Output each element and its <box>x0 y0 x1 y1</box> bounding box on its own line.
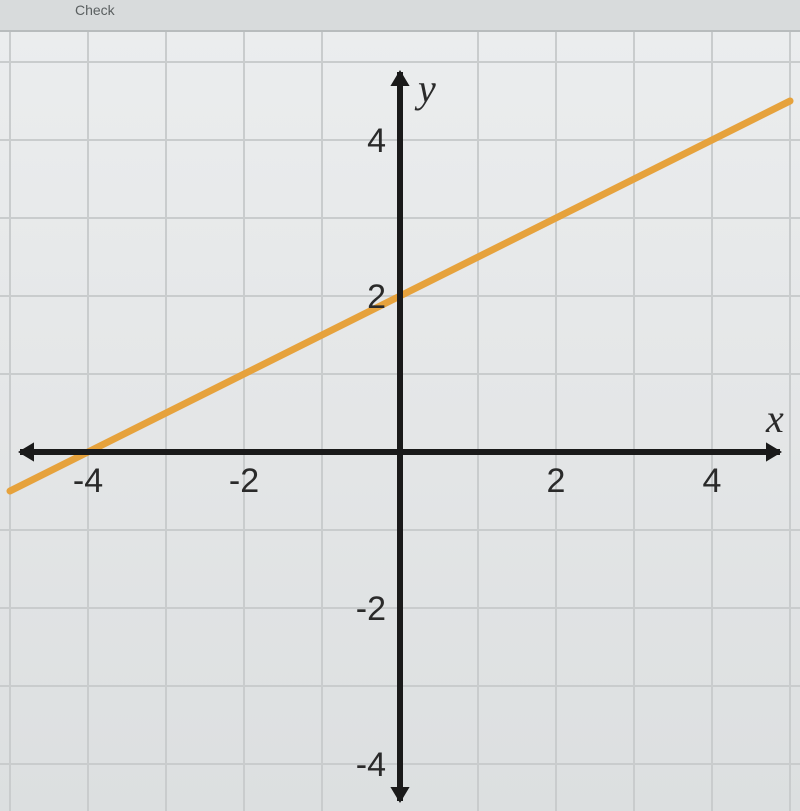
check-header: Check <box>0 0 800 32</box>
y-tick-label: -2 <box>356 590 386 628</box>
y-tick-label: 2 <box>367 278 386 316</box>
coordinate-plane-chart: -4 -2 2 4 -4 -2 2 4 x y <box>0 32 800 811</box>
chart-svg: -4 -2 2 4 -4 -2 2 4 x y <box>0 32 800 811</box>
x-tick-label: -2 <box>229 462 259 500</box>
y-axis-label: y <box>414 66 436 111</box>
x-axis-label: x <box>765 396 784 441</box>
x-tick-label: 4 <box>703 462 722 500</box>
x-tick-label: -4 <box>73 462 103 500</box>
y-tick-label: -4 <box>356 746 386 784</box>
check-label: Check <box>75 2 115 18</box>
y-tick-label: 4 <box>367 122 386 160</box>
x-tick-label: 2 <box>547 462 566 500</box>
